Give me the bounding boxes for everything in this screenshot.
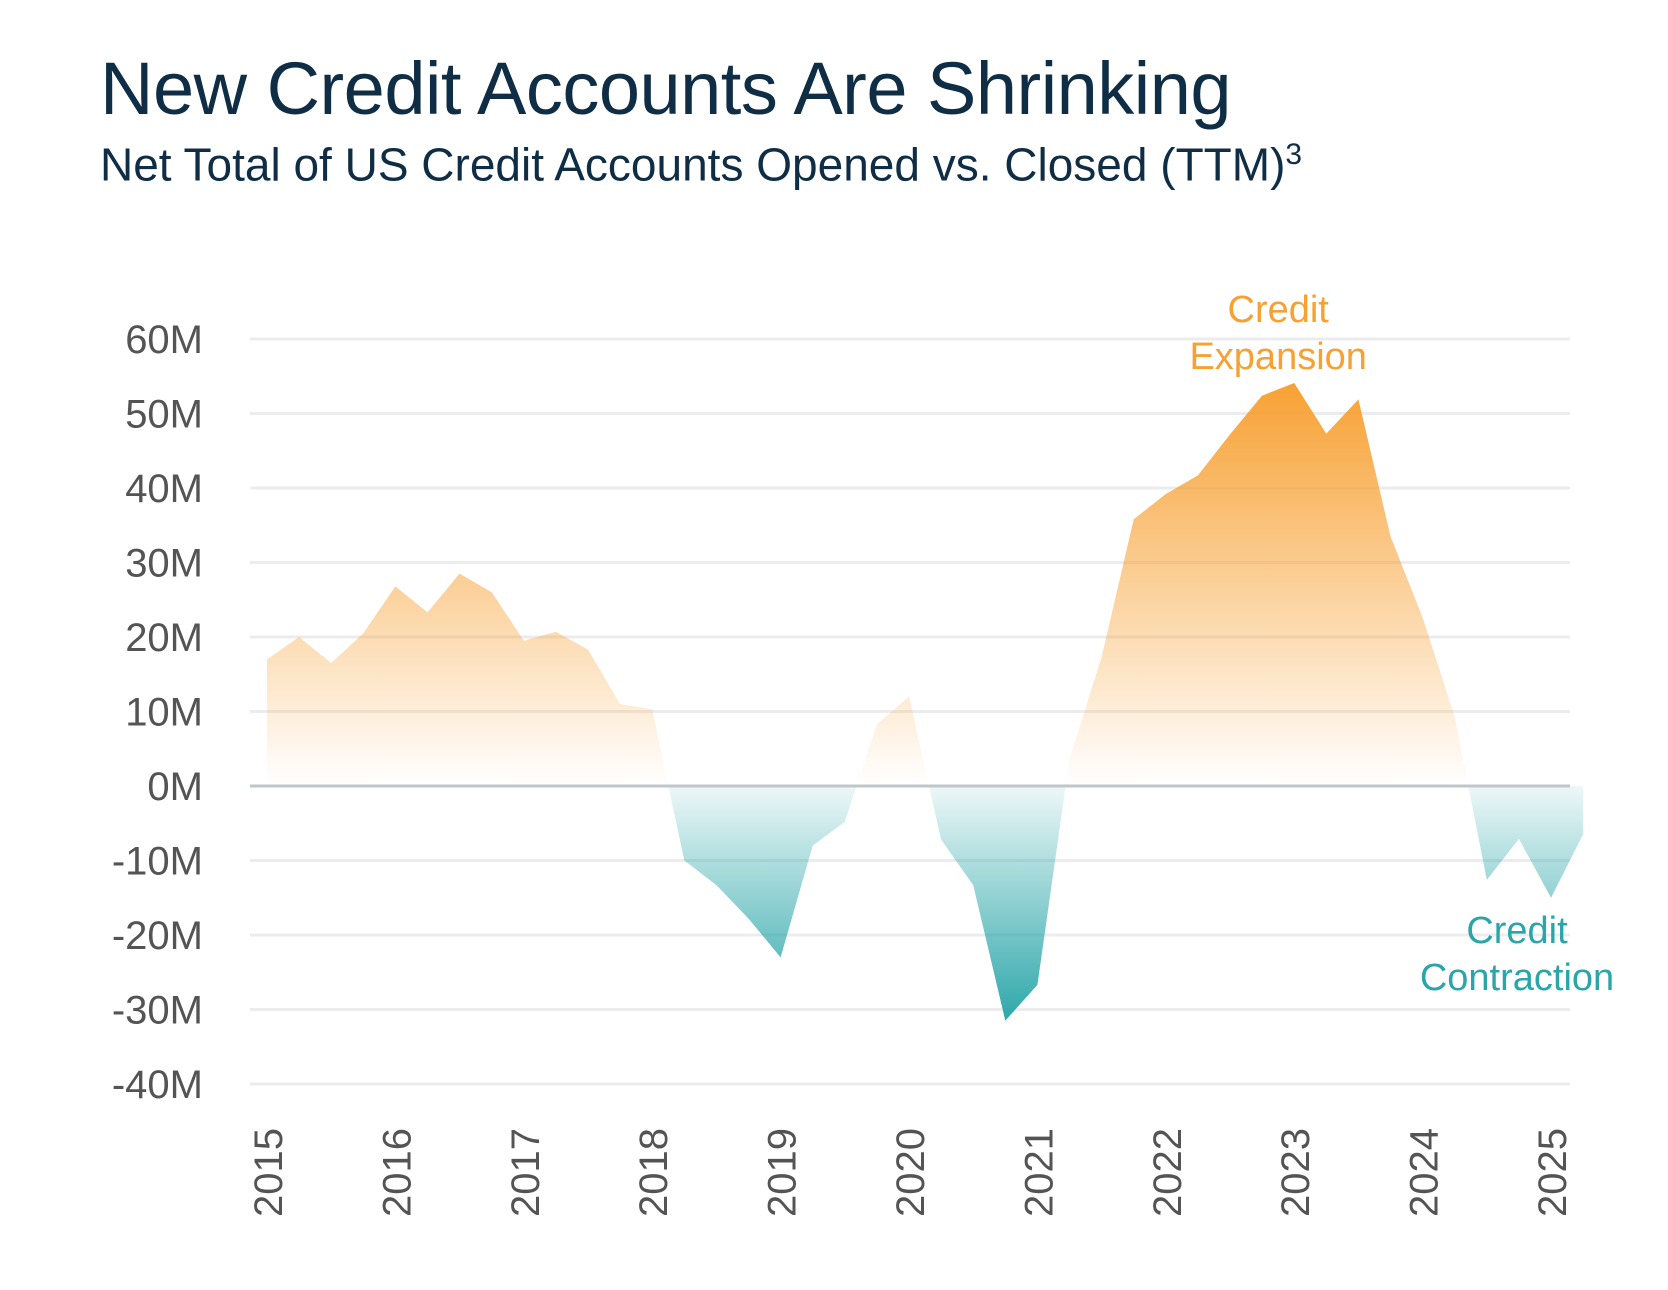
y-tick-label: -40M [112, 1063, 203, 1107]
x-tick-label: 2022 [1146, 1128, 1190, 1217]
positive-area [267, 382, 1469, 785]
x-tick-label: 2019 [761, 1128, 805, 1217]
chart-subtitle-text: Net Total of US Credit Accounts Opened v… [100, 138, 1286, 191]
annotation-expansion: Credit Expansion [1189, 289, 1366, 378]
y-tick-label: 10M [125, 691, 203, 735]
x-tick-label: 2021 [1017, 1128, 1061, 1217]
x-tick-label: 2018 [632, 1128, 676, 1217]
footnote-marker: 3 [1285, 138, 1303, 171]
area-series [267, 382, 1584, 1021]
y-tick-label: 20M [125, 616, 203, 660]
chart-header: New Credit Accounts Are Shrinking Net To… [100, 47, 1303, 191]
x-axis-ticks: 2015 2016 2017 2018 2019 2020 2021 2022 2023 2024… [247, 1128, 1575, 1217]
x-tick-label: 2025 [1531, 1128, 1575, 1217]
chart-subtitle: Net Total of US Credit Accounts Opened v… [100, 138, 1303, 191]
x-tick-label: 2016 [375, 1128, 419, 1217]
annotations: Credit Expansion Credit Contraction [1189, 289, 1614, 999]
y-tick-label: -30M [112, 989, 203, 1033]
x-tick-label: 2017 [504, 1128, 548, 1217]
y-tick-label: 60M [125, 318, 203, 362]
annotation-contraction: Credit Contraction [1420, 910, 1614, 999]
y-tick-label: 50M [125, 393, 203, 437]
x-tick-label: 2023 [1274, 1128, 1318, 1217]
y-tick-label: -20M [112, 914, 203, 958]
x-tick-label: 2015 [247, 1128, 291, 1217]
x-tick-label: 2024 [1403, 1128, 1447, 1217]
y-axis-ticks: 60M 50M 40M 30M 20M 10M 0M -10M -20M -30M -40M [112, 318, 203, 1107]
y-tick-label: -10M [112, 840, 203, 884]
x-tick-label: 2020 [889, 1128, 933, 1217]
y-tick-label: 30M [125, 542, 203, 586]
y-tick-label: 40M [125, 467, 203, 511]
chart-title: New Credit Accounts Are Shrinking [100, 47, 1232, 130]
y-tick-label: 0M [147, 765, 203, 809]
